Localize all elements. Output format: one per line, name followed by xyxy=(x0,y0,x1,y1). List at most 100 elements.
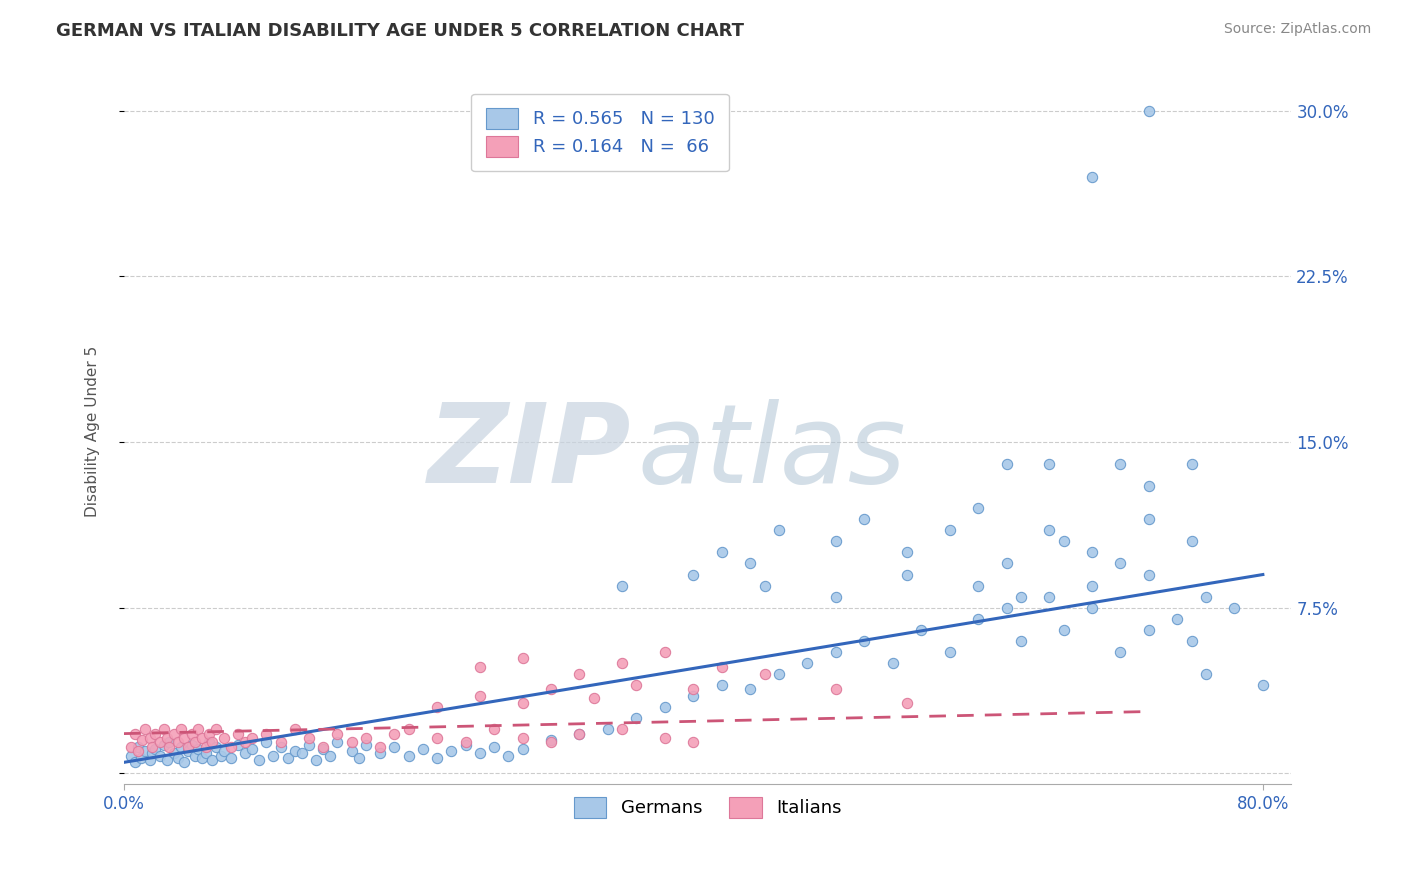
Point xyxy=(540,735,562,749)
Point xyxy=(305,753,328,767)
Point xyxy=(173,756,195,770)
Text: GERMAN VS ITALIAN DISABILITY AGE UNDER 5 CORRELATION CHART: GERMAN VS ITALIAN DISABILITY AGE UNDER 5… xyxy=(56,22,744,40)
Point xyxy=(131,733,153,747)
Legend: Germans, Italians: Germans, Italians xyxy=(567,789,849,825)
Point xyxy=(124,726,146,740)
Point xyxy=(384,739,406,754)
Point xyxy=(512,696,534,710)
Point xyxy=(368,739,391,754)
Point xyxy=(233,747,256,761)
Point xyxy=(568,726,591,740)
Point xyxy=(612,722,634,736)
Point xyxy=(910,623,932,637)
Point xyxy=(853,633,876,648)
Point xyxy=(347,751,370,765)
Point xyxy=(582,691,605,706)
Point xyxy=(159,739,181,754)
Point xyxy=(468,689,491,703)
Point xyxy=(512,651,534,665)
Point xyxy=(754,667,776,681)
Point xyxy=(177,744,200,758)
Point xyxy=(284,744,307,758)
Point xyxy=(568,667,591,681)
Point xyxy=(740,682,762,697)
Point xyxy=(796,656,818,670)
Point xyxy=(626,678,648,692)
Point xyxy=(995,557,1018,571)
Point xyxy=(148,748,170,763)
Point xyxy=(187,742,209,756)
Point xyxy=(710,660,733,674)
Point xyxy=(177,739,200,754)
Point xyxy=(1081,600,1104,615)
Point xyxy=(740,557,762,571)
Point xyxy=(1052,534,1074,549)
Point xyxy=(120,748,142,763)
Point xyxy=(568,726,591,740)
Point xyxy=(354,731,377,745)
Point xyxy=(754,578,776,592)
Point xyxy=(319,748,342,763)
Point xyxy=(368,747,391,761)
Point xyxy=(426,700,449,714)
Point xyxy=(426,731,449,745)
Point xyxy=(710,545,733,559)
Point xyxy=(682,735,704,749)
Point xyxy=(205,739,228,754)
Point xyxy=(134,722,156,736)
Point xyxy=(170,722,193,736)
Point xyxy=(512,731,534,745)
Point xyxy=(768,667,790,681)
Point xyxy=(184,748,207,763)
Point xyxy=(612,656,634,670)
Point xyxy=(440,744,463,758)
Point xyxy=(596,722,619,736)
Point xyxy=(201,753,224,767)
Text: ZIP: ZIP xyxy=(429,399,631,506)
Point xyxy=(156,731,179,745)
Point xyxy=(312,742,335,756)
Point xyxy=(1195,667,1218,681)
Point xyxy=(896,545,918,559)
Point xyxy=(141,747,163,761)
Point xyxy=(1109,645,1132,659)
Point xyxy=(468,747,491,761)
Point xyxy=(138,753,160,767)
Point xyxy=(1137,103,1160,118)
Point xyxy=(201,735,224,749)
Point xyxy=(654,645,676,659)
Point xyxy=(710,678,733,692)
Point xyxy=(995,457,1018,471)
Point xyxy=(896,696,918,710)
Point xyxy=(247,753,270,767)
Point xyxy=(612,578,634,592)
Point xyxy=(882,656,904,670)
Point xyxy=(1223,600,1246,615)
Point xyxy=(540,682,562,697)
Point xyxy=(384,726,406,740)
Point xyxy=(134,744,156,758)
Point xyxy=(1038,524,1060,538)
Point xyxy=(682,567,704,582)
Point xyxy=(938,645,960,659)
Point xyxy=(1109,557,1132,571)
Point xyxy=(195,747,218,761)
Point xyxy=(454,735,477,749)
Point xyxy=(1181,534,1204,549)
Point xyxy=(226,738,249,752)
Point xyxy=(426,751,449,765)
Point xyxy=(398,748,420,763)
Point xyxy=(1181,457,1204,471)
Point xyxy=(398,722,420,736)
Point xyxy=(412,742,434,756)
Point xyxy=(152,722,174,736)
Point xyxy=(1052,623,1074,637)
Point xyxy=(995,600,1018,615)
Point xyxy=(967,612,990,626)
Point xyxy=(1038,457,1060,471)
Point xyxy=(138,731,160,745)
Point xyxy=(1137,623,1160,637)
Point xyxy=(1109,457,1132,471)
Point xyxy=(1081,545,1104,559)
Point xyxy=(148,735,170,749)
